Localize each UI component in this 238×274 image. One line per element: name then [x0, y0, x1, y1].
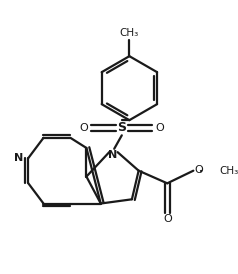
- Text: O: O: [194, 165, 203, 175]
- Text: O: O: [79, 123, 88, 133]
- Text: CH₃: CH₃: [120, 28, 139, 38]
- Text: O: O: [155, 123, 164, 133]
- Text: CH₃: CH₃: [219, 166, 238, 176]
- Text: N: N: [108, 150, 117, 160]
- Text: O: O: [163, 215, 172, 224]
- Text: S: S: [117, 121, 126, 134]
- Text: N: N: [14, 153, 23, 163]
